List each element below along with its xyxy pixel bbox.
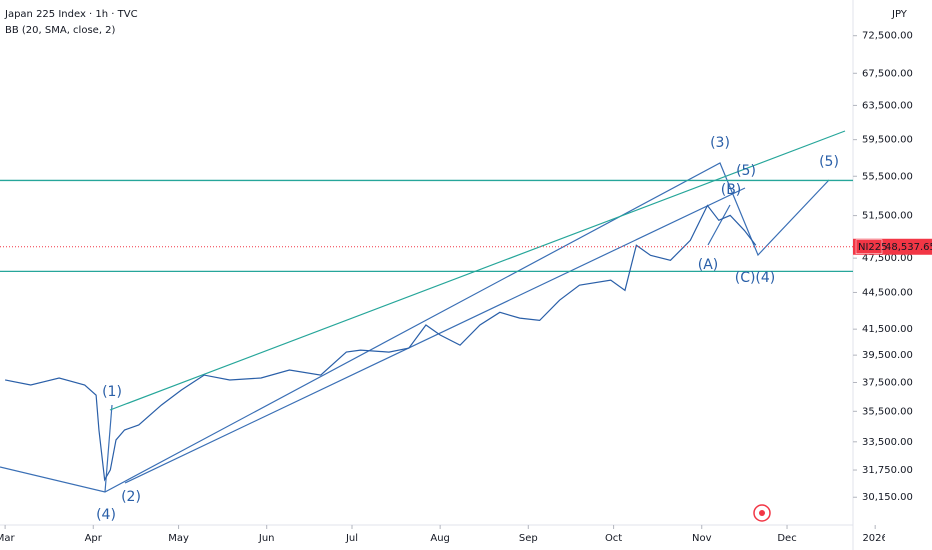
y-tick-label: 72,500.00 — [862, 31, 913, 42]
indicator-label: BB (20, SMA, close, 2) — [5, 25, 116, 36]
x-tick-label: Sep — [519, 533, 538, 544]
last-price-label: 48,537.65 — [885, 242, 932, 253]
y-tick-label: 41,500.00 — [862, 324, 913, 335]
y-tick-label: 39,500.00 — [862, 350, 913, 361]
price-line — [5, 204, 757, 482]
wave-label: (B) — [721, 182, 742, 198]
wave-label: (1) — [102, 384, 122, 400]
symbol-label: NI225 — [858, 242, 888, 253]
y-tick-label: 47,500.00 — [862, 253, 913, 264]
y-tick-label: 63,500.00 — [862, 100, 913, 111]
y-tick-label: 59,500.00 — [862, 135, 913, 146]
x-tick-label: 2026 — [862, 533, 887, 544]
y-tick-label: 31,750.00 — [862, 465, 913, 476]
x-tick-label: Jun — [258, 533, 275, 544]
wave-label: (2) — [121, 489, 141, 505]
x-tick-label: Apr — [85, 533, 103, 544]
event-icon[interactable] — [753, 504, 771, 522]
symbol-badge — [855, 239, 883, 255]
wave-label: (C)(4) — [735, 270, 776, 286]
x-tick-label: Aug — [430, 533, 450, 544]
x-axis: Mar Apr May Jun Jul Aug Sep Oct Nov Dec 2026 — [0, 525, 887, 544]
wave-label: (5) — [819, 154, 839, 170]
wave-line — [0, 162, 830, 493]
plot-area — [0, 179, 853, 482]
wave-line — [707, 204, 731, 246]
event-icon-dot — [759, 510, 765, 516]
x-tick-label: Oct — [605, 533, 622, 544]
x-tick-label: May — [168, 533, 189, 544]
wave-label: (A) — [698, 257, 719, 273]
channel-line — [124, 187, 746, 484]
currency: JPY — [891, 9, 908, 20]
y-tick-label: 33,500.00 — [862, 437, 913, 448]
y-tick-label: 55,500.00 — [862, 171, 913, 182]
y-tick-label: 51,500.00 — [862, 211, 913, 222]
wave-label: (5) — [736, 163, 756, 179]
y-tick-label: 35,500.00 — [862, 406, 913, 417]
y-tick-label: 44,500.00 — [862, 287, 913, 298]
x-tick-label: Nov — [692, 533, 712, 544]
y-tick-label: 67,500.00 — [862, 68, 913, 79]
x-tick-label: Dec — [777, 533, 796, 544]
drawings — [0, 130, 846, 493]
chart-title: Japan 225 Index · 1h · TVC — [4, 9, 138, 20]
wave-label: (3) — [710, 135, 730, 151]
channel-line — [109, 130, 846, 411]
wave-label: (4) — [96, 507, 116, 523]
x-tick-label: Mar — [0, 533, 15, 544]
y-tick-label: 30,150.00 — [862, 492, 913, 503]
x-tick-label: Jul — [345, 533, 358, 544]
y-tick-label: 37,500.00 — [862, 377, 913, 388]
